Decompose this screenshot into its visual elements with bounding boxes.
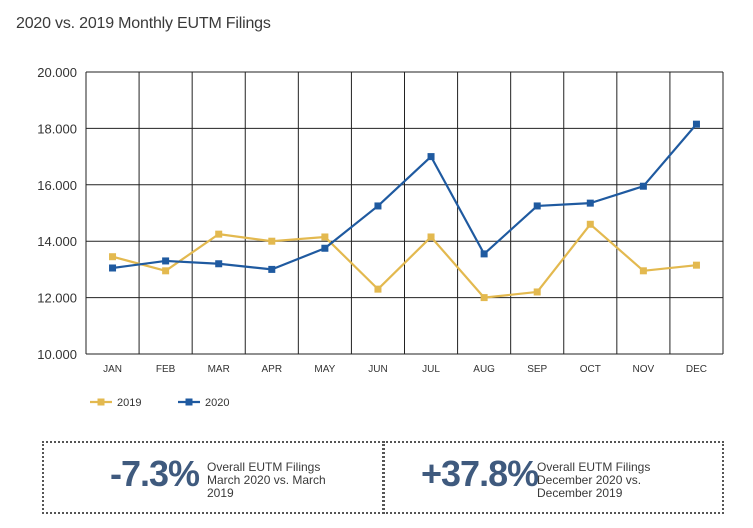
data-point-2019 [215,230,223,238]
chart-grid [85,71,724,355]
data-point-2019 [586,220,594,228]
data-point-2020 [427,153,435,161]
data-point-2020 [162,257,170,265]
data-point-2020 [374,202,382,210]
y-tick-label: 12.000 [37,291,77,306]
data-point-2020 [268,265,276,273]
x-tick-label: FEB [156,364,176,375]
data-point-2020 [639,182,647,190]
data-point-2020 [215,260,223,268]
data-point-2019 [162,267,170,275]
x-tick-label: JUL [422,364,440,375]
stat-description-december: Overall EUTM Filings December 2020 vs. D… [537,461,650,500]
x-tick-label: JUN [368,364,387,375]
legend-label-2019: 2019 [117,397,141,409]
x-tick-label: MAR [208,364,230,375]
x-tick-label: NOV [633,364,655,375]
stat-value-march: -7.3% [110,453,200,494]
chart-legend: 2019 2020 [90,397,229,409]
data-point-2020 [109,264,117,272]
x-tick-label: APR [262,364,283,375]
x-axis-ticks: JAN FEB MAR APR MAY JUN JUL AUG SEP OCT NOV DEC [103,364,707,375]
x-tick-label: SEP [527,364,547,375]
x-tick-label: MAY [314,364,335,375]
data-point-2020 [533,202,541,210]
data-point-2019 [321,233,329,241]
stat-line: December 2020 vs. [537,473,642,487]
chart-title: 2020 vs. 2019 Monthly EUTM Filings [16,15,271,32]
data-point-2019 [374,285,382,293]
data-point-2019 [268,237,276,245]
y-tick-label: 10.000 [37,347,77,362]
x-tick-label: JAN [103,364,122,375]
data-point-2019 [480,294,488,302]
y-axis-ticks: 10.000 12.000 14.000 16.000 18.000 20.000 [37,65,77,362]
y-tick-label: 18.000 [37,121,77,136]
data-point-2020 [321,244,329,252]
stat-line: Overall EUTM Filings [207,460,321,474]
data-point-2019 [533,288,541,296]
data-point-2019 [692,261,700,269]
legend-label-2020: 2020 [205,397,229,409]
y-tick-label: 14.000 [37,234,77,249]
y-tick-label: 20.000 [37,65,77,80]
data-point-2020 [692,120,700,128]
chart-series [109,120,700,302]
data-point-2019 [639,267,647,275]
stat-line: Overall EUTM Filings [537,460,651,474]
x-tick-label: OCT [580,364,601,375]
stat-value-december: +37.8% [421,453,539,494]
data-point-2019 [427,233,435,241]
stat-line: December 2019 [537,486,623,500]
y-tick-label: 16.000 [37,178,77,193]
stat-line: 2019 [207,486,234,500]
line-chart: 10.000 12.000 14.000 16.000 18.000 20.000 JAN… [37,65,724,409]
stat-description-march: Overall EUTM Filings March 2020 vs. Marc… [207,461,326,500]
legend-marker-2019 [97,398,105,406]
data-point-2020 [480,250,488,258]
data-point-2019 [109,253,117,261]
x-tick-label: DEC [686,364,707,375]
series-line-2020 [112,123,698,271]
legend-marker-2020 [185,398,193,406]
x-tick-label: AUG [473,364,495,375]
stat-line: March 2020 vs. March [207,473,326,487]
data-point-2020 [586,199,594,207]
stat-box-march: -7.3% Overall EUTM Filings March 2020 vs… [42,441,384,514]
stat-box-december: +37.8% Overall EUTM Filings December 202… [383,441,724,514]
series-line-2019 [112,223,697,299]
